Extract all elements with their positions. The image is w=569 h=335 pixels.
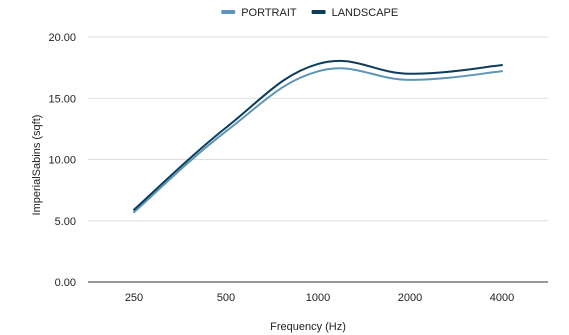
legend-label-landscape: LANDSCAPE (332, 7, 399, 19)
y-tick-label: 15.00 (48, 93, 76, 105)
x-tick-label: 4000 (490, 292, 514, 304)
series-line-landscape (133, 59, 503, 211)
y-tick-label: 0.00 (55, 277, 76, 289)
x-tick-label: 2000 (398, 292, 422, 304)
legend-swatch-landscape (311, 10, 326, 14)
y-tick-label: 5.00 (55, 216, 76, 228)
grid-lines (88, 36, 548, 283)
x-tick-label: 500 (217, 292, 235, 304)
y-axis-label: ImperialSabins (sqft) (31, 115, 43, 216)
legend: PORTRAIT LANDSCAPE (221, 7, 398, 19)
y-tick-label: 20.00 (48, 32, 76, 44)
y-axis-ticks: 0.00 5.00 10.00 15.00 20.00 (48, 32, 76, 289)
series-lines (133, 59, 503, 214)
legend-swatch-portrait (221, 10, 236, 14)
x-tick-label: 1000 (306, 292, 330, 304)
x-tick-label: 250 (125, 292, 143, 304)
y-tick-label: 10.00 (48, 155, 76, 167)
legend-label-portrait: PORTRAIT (241, 7, 297, 19)
series-line-portrait (133, 67, 503, 214)
x-axis-ticks: 250 500 1000 2000 4000 (125, 292, 514, 304)
x-axis-label: Frequency (Hz) (270, 321, 346, 333)
